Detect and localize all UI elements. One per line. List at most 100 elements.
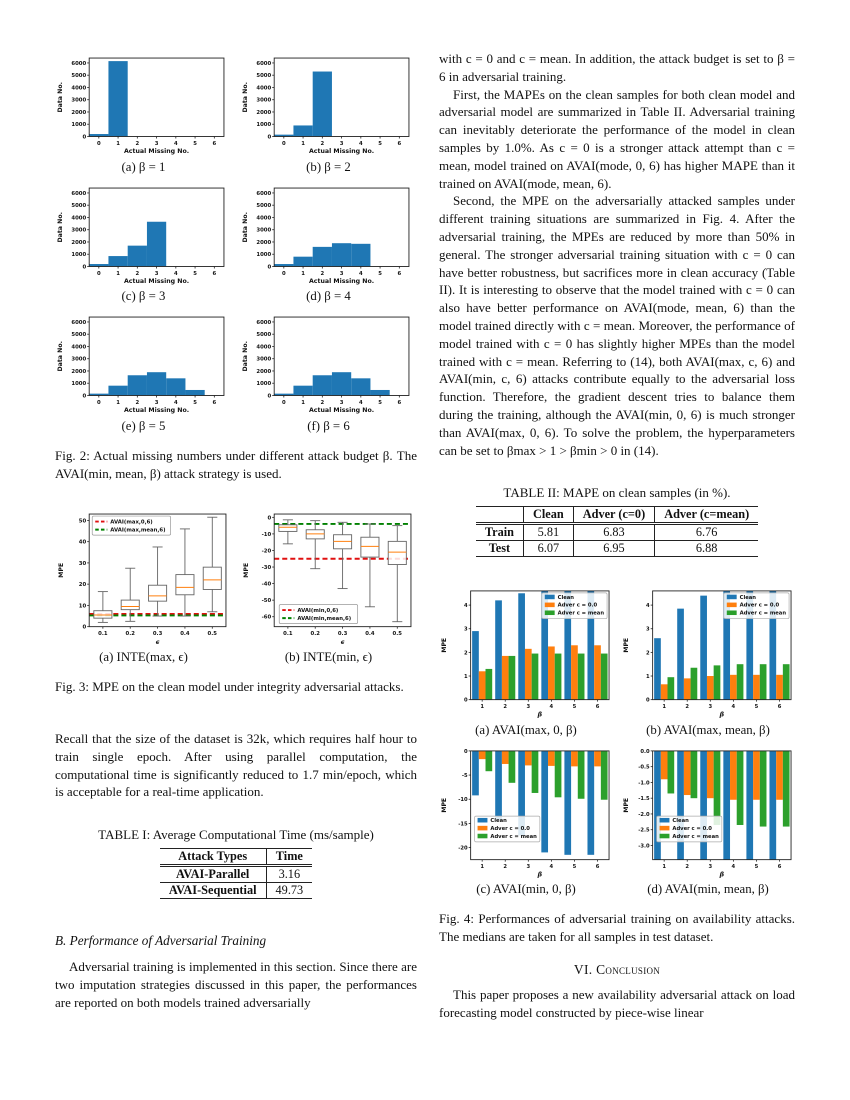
- svg-text:3: 3: [155, 271, 159, 277]
- svg-text:Actual Missing No.: Actual Missing No.: [124, 407, 189, 414]
- table-cell: 6.88: [654, 540, 759, 557]
- svg-text:β: β: [537, 711, 543, 719]
- svg-text:0: 0: [464, 698, 468, 704]
- fig2-caption: Fig. 2: Actual missing numbers under dif…: [55, 447, 417, 481]
- svg-text:2000: 2000: [256, 369, 271, 375]
- svg-text:4: 4: [464, 603, 468, 609]
- svg-text:3: 3: [340, 141, 344, 147]
- svg-text:1000: 1000: [71, 252, 86, 258]
- svg-text:Adver c = mean: Adver c = mean: [490, 834, 537, 840]
- svg-text:0.4: 0.4: [365, 632, 375, 638]
- svg-text:3000: 3000: [71, 357, 86, 363]
- svg-text:6000: 6000: [71, 320, 86, 326]
- svg-text:Clean: Clean: [558, 595, 575, 601]
- fig2-subplot-c: 0 1000 2000 3000 4000 5000 6000 0 1 2 3 4 5 6 Actual M…: [55, 180, 232, 310]
- paragraph-3: Second, the MPE on the adversarially att…: [439, 193, 795, 458]
- svg-text:2000: 2000: [71, 240, 86, 246]
- table-row: Train 5.81 6.83 6.76: [475, 523, 759, 541]
- svg-text:0.4: 0.4: [180, 632, 190, 638]
- svg-text:3000: 3000: [256, 98, 271, 104]
- table2-caption: TABLE II: MAPE on clean samples (in %).: [503, 485, 731, 501]
- svg-text:Clean: Clean: [740, 595, 757, 601]
- fig2-subcaption-f: (f) β = 6: [307, 418, 350, 433]
- svg-text:-0.5: -0.5: [638, 764, 650, 770]
- svg-text:3: 3: [526, 864, 530, 870]
- table-row: AVAI-Sequential 49.73: [159, 882, 313, 899]
- svg-text:-5: -5: [462, 773, 468, 779]
- svg-text:2000: 2000: [256, 240, 271, 246]
- svg-text:0: 0: [267, 264, 271, 270]
- fig4-barchart-max-0: 0 1 2 3 4 1 2 3 4 5 6 β MPE Clean Adver c = 0.0 Adver c…: [441, 590, 610, 719]
- svg-text:AVAI(min,0,6): AVAI(min,0,6): [297, 608, 338, 614]
- svg-text:4: 4: [550, 864, 554, 870]
- table-cell: Test: [488, 541, 511, 556]
- svg-text:1: 1: [116, 271, 120, 277]
- paragraph-1: with c = 0 and c = mean. In addition, th…: [439, 51, 795, 84]
- fig2-subcaption-d: (d) β = 4: [306, 289, 351, 304]
- svg-text:Actual Missing No.: Actual Missing No.: [309, 407, 374, 414]
- svg-text:β: β: [537, 870, 543, 878]
- svg-text:4: 4: [359, 400, 363, 406]
- svg-text:20: 20: [79, 583, 87, 589]
- table-cell: 6.76: [654, 523, 759, 541]
- svg-text:0: 0: [267, 394, 271, 400]
- svg-text:6: 6: [212, 141, 216, 147]
- svg-text:Adver c = mean: Adver c = mean: [558, 611, 605, 617]
- svg-text:MPE: MPE: [441, 638, 448, 653]
- svg-text:2000: 2000: [71, 110, 86, 116]
- fig3-boxplot-min: 0 -10 -20 -30 -40 -50 -60 0.1 0.2 0.3 0.4 0.5 ϵ MPE AV…: [243, 514, 412, 646]
- svg-text:0.2: 0.2: [126, 632, 136, 638]
- svg-text:Data No.: Data No.: [242, 212, 249, 243]
- left-column: 0 1000 2000 3000 4000 5000 6000 0 1 2 3 4 5 6 Actual M…: [55, 50, 417, 1021]
- svg-text:2000: 2000: [71, 369, 86, 375]
- svg-text:0: 0: [646, 698, 650, 704]
- svg-text:3: 3: [340, 271, 344, 277]
- svg-text:6: 6: [778, 704, 782, 710]
- svg-text:6: 6: [397, 141, 401, 147]
- svg-text:4: 4: [732, 864, 736, 870]
- fig3-subcaption-a: (a) INTE(max, ϵ): [99, 650, 188, 665]
- table-cell: AVAI-Sequential: [168, 883, 257, 898]
- svg-text:5000: 5000: [71, 73, 86, 79]
- svg-text:3000: 3000: [71, 98, 86, 104]
- svg-text:MPE: MPE: [441, 798, 448, 813]
- svg-text:1000: 1000: [256, 122, 271, 128]
- svg-text:-1.5: -1.5: [638, 796, 650, 802]
- svg-text:5: 5: [378, 141, 382, 147]
- svg-text:4: 4: [359, 141, 363, 147]
- fig4-subcaption-d: (d) AVAI(min, mean, β): [647, 882, 769, 897]
- svg-text:6000: 6000: [256, 191, 271, 197]
- svg-text:50: 50: [79, 519, 87, 525]
- fig2-histogram-f: 0 1000 2000 3000 4000 5000 6000 0 1 2 3 4 5 6 Actual M…: [242, 316, 410, 414]
- svg-text:3000: 3000: [256, 227, 271, 233]
- paragraph-recall: Recall that the size of the dataset is 3…: [55, 731, 417, 800]
- svg-text:1: 1: [480, 704, 484, 710]
- fig4-subcaption-c: (c) AVAI(min, 0, β): [476, 882, 576, 897]
- fig4-barchart-max-mean: 0 1 2 3 4 1 2 3 4 5 6 β MPE Clean Adver c = 0.0 Adver c…: [623, 590, 792, 719]
- svg-text:MPE: MPE: [58, 563, 65, 578]
- svg-text:5000: 5000: [71, 203, 86, 209]
- fig2-histogram-d: 0 1000 2000 3000 4000 5000 6000 0 1 2 3 4 5 6 Actual M…: [242, 187, 410, 285]
- section-b-heading: B. Performance of Adversarial Training: [55, 933, 267, 949]
- svg-text:0.0: 0.0: [640, 749, 650, 755]
- svg-text:3: 3: [340, 400, 344, 406]
- svg-text:6: 6: [596, 704, 600, 710]
- svg-text:2: 2: [135, 400, 139, 406]
- svg-text:5000: 5000: [71, 332, 86, 338]
- svg-text:1000: 1000: [256, 252, 271, 258]
- figure-2: 0 1000 2000 3000 4000 5000 6000 0 1 2 3 4 5 6 Actual M…: [55, 50, 417, 439]
- table-header-cell: Attack Types: [178, 849, 248, 864]
- svg-text:β: β: [719, 870, 725, 878]
- paragraph-adversarial-training: Adversarial training is implemented in t…: [55, 959, 417, 1010]
- table-cell: AVAI-Parallel: [176, 867, 250, 882]
- fig4-subcaption-b: (b) AVAI(max, mean, β): [646, 722, 770, 737]
- svg-text:MPE: MPE: [243, 563, 250, 578]
- svg-text:2: 2: [646, 651, 650, 657]
- table-cell: 3.16: [265, 865, 313, 883]
- fig2-histogram-c: 0 1000 2000 3000 4000 5000 6000 0 1 2 3 4 5 6 Actual M…: [57, 187, 225, 285]
- svg-text:Adver c = 0.0: Adver c = 0.0: [490, 826, 530, 832]
- svg-text:0.1: 0.1: [283, 632, 293, 638]
- svg-text:4: 4: [174, 400, 178, 406]
- svg-text:3: 3: [708, 864, 712, 870]
- conclusion-heading: VI. Conclusion: [573, 961, 661, 977]
